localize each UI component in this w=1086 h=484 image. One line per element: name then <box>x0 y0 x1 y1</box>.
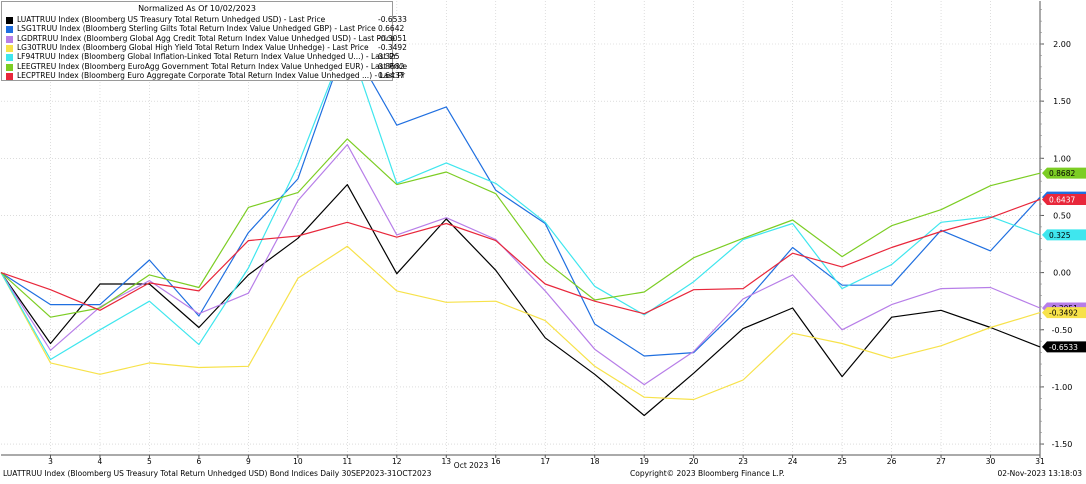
legend-entry: LF94TRUU Index (Bloomberg Global Inflati… <box>6 52 399 62</box>
last-value-tag: 0.8682 <box>1042 167 1086 179</box>
y-tick-label: 0.50 <box>1053 211 1071 220</box>
chart-title: Normalized As Of 10/02/2023 <box>138 4 256 13</box>
legend-swatch <box>6 26 13 34</box>
x-tick-label: 30 <box>986 457 996 466</box>
x-tick-label: 13 <box>442 457 452 466</box>
series-line-4 <box>0 245 1041 401</box>
legend-label: LSG1TRUU Index (Bloomberg Sterling Gilts… <box>17 24 376 34</box>
y-tick-label: 1.50 <box>1053 97 1071 106</box>
legend-entry: LSG1TRUU Index (Bloomberg Sterling Gilts… <box>6 24 404 34</box>
x-tick-label: 3 <box>48 457 53 466</box>
legend-entry: LGDRTRUU Index (Bloomberg Global Agg Cre… <box>6 34 407 44</box>
x-tick-label: 11 <box>343 457 353 466</box>
legend-label: LECPTREU Index (Bloomberg Euro Aggregate… <box>17 70 406 80</box>
y-tick-label: -1.50 <box>1052 440 1073 449</box>
x-tick-label: 17 <box>540 457 550 466</box>
x-tick-label: 23 <box>738 457 748 466</box>
legend-label: LF94TRUU Index (Bloomberg Global Inflati… <box>17 52 397 62</box>
series-line-1 <box>0 184 1041 417</box>
legend-swatch <box>6 44 13 52</box>
last-value-tag-bg <box>1042 193 1086 205</box>
last-value-tag: -0.3492 <box>1042 307 1086 319</box>
legend-last-value: 0.8682 <box>378 61 405 71</box>
last-value-tag-text: -0.6533 <box>1049 343 1078 352</box>
legend-last-value: 0.6642 <box>378 24 405 34</box>
last-value-tag-text: 0.6437 <box>1049 195 1075 204</box>
x-tick-label: 18 <box>590 457 600 466</box>
legend-entry: LG30TRUU Index (Bloomberg Global High Yi… <box>6 42 407 53</box>
legend-label: LEEGTREU Index (Bloomberg EuroAgg Govern… <box>17 61 408 71</box>
legend-entry: LUATTRUU Index (Bloomberg US Treasury To… <box>6 15 407 25</box>
x-tick-label: 25 <box>837 457 847 466</box>
x-tick-label: 19 <box>639 457 649 466</box>
last-value-tag-bg <box>1042 307 1086 319</box>
last-value-tag: -0.6533 <box>1042 341 1086 353</box>
x-tick-label: 12 <box>392 457 402 466</box>
footer-index-description: LUATTRUU Index (Bloomberg US Treasury To… <box>3 469 432 478</box>
series-line-2 <box>0 37 1041 357</box>
legend-label: LG30TRUU Index (Bloomberg Global High Yi… <box>17 42 369 52</box>
y-tick-label: -0.50 <box>1052 326 1073 335</box>
x-tick-label: 6 <box>197 457 202 466</box>
legend-last-value: 0.325 <box>378 52 400 62</box>
x-tick-label: 5 <box>147 457 152 466</box>
legend-last-value: -0.6533 <box>378 15 407 24</box>
x-tick-label: 31 <box>1035 457 1045 466</box>
last-value-tag: 0.6437 <box>1042 193 1086 205</box>
legend-entry: LECPTREU Index (Bloomberg Euro Aggregate… <box>6 71 405 81</box>
y-tick-label: 1.00 <box>1053 154 1071 163</box>
x-axis-label: Oct 2023 <box>454 461 489 470</box>
legend-last-value: -0.3051 <box>378 33 407 43</box>
x-tick-label: 4 <box>98 457 103 466</box>
legend-entry: LEEGTREU Index (Bloomberg EuroAgg Govern… <box>6 62 407 72</box>
x-tick-label: 10 <box>293 457 303 466</box>
legend-swatch <box>6 35 13 43</box>
legend-last-value: -0.3492 <box>378 42 407 52</box>
footer-copyright: Copyright© 2023 Bloomberg Finance L.P. <box>630 469 785 478</box>
x-tick-label: 27 <box>936 457 946 466</box>
x-tick-label: 16 <box>491 457 501 466</box>
legend-last-value: 0.6437 <box>378 70 405 80</box>
last-value-tag-bg <box>1042 341 1086 353</box>
series-line-6 <box>0 138 1041 318</box>
x-tick-label: 26 <box>887 457 897 466</box>
last-value-tag-bg <box>1042 167 1086 179</box>
legend-swatch <box>6 63 13 71</box>
legend-swatch <box>6 17 13 24</box>
footer-timestamp: 02-Nov-2023 13:18:03 <box>997 469 1082 478</box>
last-value-tag-text: -0.3492 <box>1049 309 1078 318</box>
legend-swatch <box>6 72 13 80</box>
last-value-tag: 0.325 <box>1042 229 1086 241</box>
legend-swatch <box>6 54 13 62</box>
x-tick-label: 24 <box>788 457 798 466</box>
series-line-3 <box>0 144 1041 386</box>
y-tick-label: -1.00 <box>1052 383 1073 392</box>
series-line-7 <box>0 198 1041 315</box>
y-tick-label: 0.00 <box>1053 269 1071 278</box>
last-value-tag-text: 0.325 <box>1049 231 1071 240</box>
last-value-tag-text: 0.8682 <box>1049 169 1075 178</box>
x-tick-label: 9 <box>246 457 251 466</box>
y-tick-label: 2.00 <box>1053 40 1071 49</box>
legend-label: LGDRTRUU Index (Bloomberg Global Agg Cre… <box>17 33 395 43</box>
last-value-tag-bg <box>1042 229 1086 241</box>
x-tick-label: 20 <box>689 457 699 466</box>
legend: Normalized As Of 10/02/2023 LUATTRUU Ind… <box>1 1 407 81</box>
series-line-5 <box>0 37 1041 361</box>
legend-label: LUATTRUU Index (Bloomberg US Treasury To… <box>17 15 326 24</box>
